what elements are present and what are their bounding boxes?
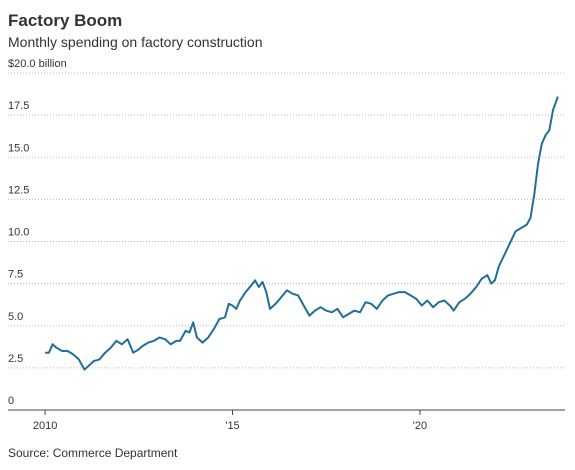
x-tick-label: 2010: [33, 420, 57, 432]
source-note: Source: Commerce Department: [8, 446, 178, 460]
x-tick-label: '20: [413, 420, 427, 432]
y-tick-label: 0: [8, 395, 14, 407]
x-tick-label: '15: [225, 420, 239, 432]
y-tick-label: 2.5: [8, 353, 23, 365]
chart-subtitle: Monthly spending on factory construction: [8, 34, 262, 50]
y-tick-label: 5.0: [8, 311, 23, 323]
y-tick-label: 10.0: [8, 227, 29, 239]
y-tick-label: 17.5: [8, 100, 29, 112]
chart-title: Factory Boom: [8, 11, 122, 30]
y-tick-label: 7.5: [8, 269, 23, 281]
y-tick-label: 15.0: [8, 142, 29, 154]
data-line: [45, 96, 559, 371]
y-tick-label: $20.0 billion: [8, 58, 67, 70]
y-tick-label: 12.5: [8, 184, 29, 196]
